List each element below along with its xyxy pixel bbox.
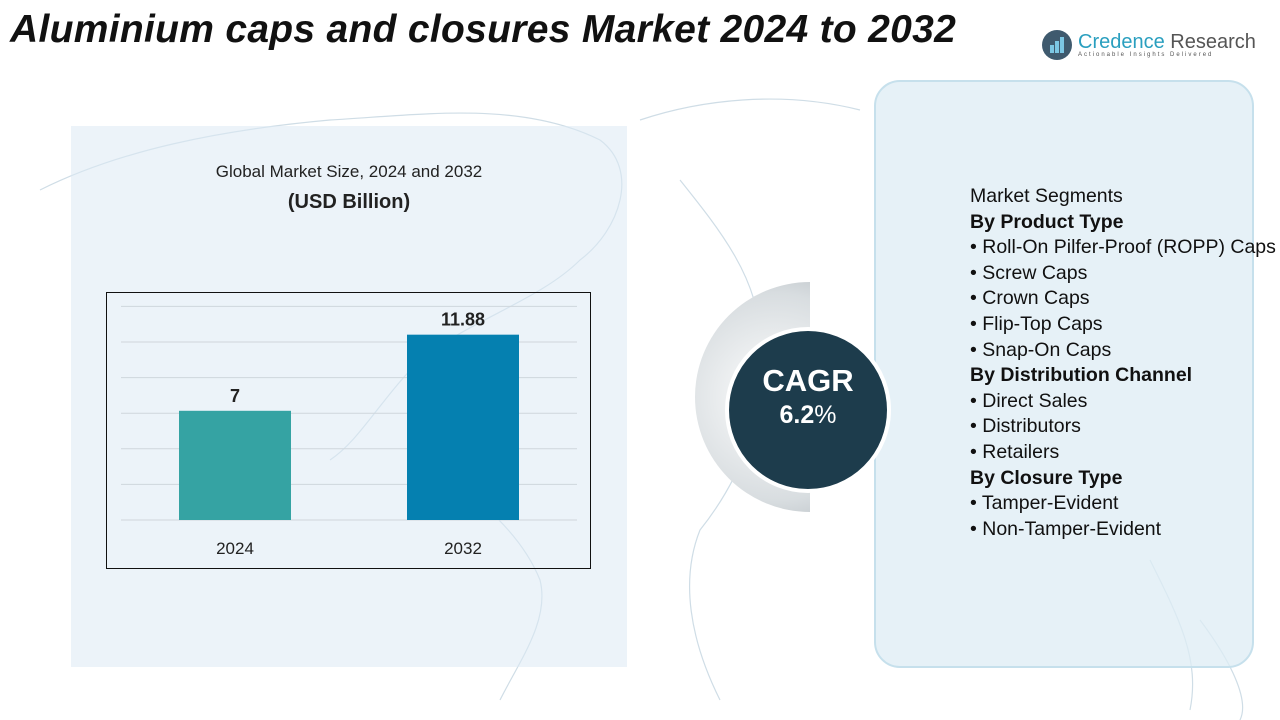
bar-2032 xyxy=(407,334,519,520)
segment-item: • Crown Caps xyxy=(970,286,1276,312)
bullet-icon: • xyxy=(970,440,983,463)
bar-value-label: 11.88 xyxy=(441,310,485,330)
segment-group-title: By Closure Type xyxy=(970,466,1123,489)
segment-item: • Roll-On Pilfer-Proof (ROPP) Caps xyxy=(970,235,1276,261)
segment-group-title: By Distribution Channel xyxy=(970,364,1193,387)
chart-subtitle: (USD Billion) xyxy=(287,191,411,213)
segment-item-label: Non-Tamper-Evident xyxy=(982,517,1162,540)
segment-item: • Direct Sales xyxy=(970,389,1276,415)
segment-item: • Distributors xyxy=(970,414,1276,440)
cagr-badge: CAGR 6.2% xyxy=(725,327,891,493)
segment-item: • Non-Tamper-Evident xyxy=(970,517,1276,543)
credence-research-logo: Credence Research Actionable Insights De… xyxy=(1042,30,1256,60)
segment-item: • Retailers xyxy=(970,440,1276,466)
segment-item-label: Roll-On Pilfer-Proof (ROPP) Caps xyxy=(982,236,1276,259)
logo-bar-chart-icon xyxy=(1042,30,1072,60)
x-tick-label: 2024 xyxy=(216,539,254,558)
segment-item: • Snap-On Caps xyxy=(970,338,1276,364)
segment-item-label: Distributors xyxy=(982,415,1081,438)
segment-item: • Screw Caps xyxy=(970,261,1276,287)
bullet-icon: • xyxy=(970,492,982,515)
bullet-icon: • xyxy=(970,389,983,412)
bullet-icon: • xyxy=(970,261,983,284)
bullet-icon: • xyxy=(970,517,983,540)
segment-group-title: By Product Type xyxy=(970,210,1124,233)
chart-panel xyxy=(71,126,627,667)
cagr-unit: % xyxy=(814,401,837,429)
bullet-icon: • xyxy=(970,415,983,438)
bullet-icon: • xyxy=(970,312,983,335)
cagr-label: CAGR xyxy=(762,363,854,398)
segments-heading: Market Segments xyxy=(970,185,1123,207)
logo-tagline: Actionable Insights Delivered xyxy=(1078,52,1214,58)
segments-panel xyxy=(874,80,1254,668)
segment-item-label: Direct Sales xyxy=(982,389,1088,412)
segment-item-label: Crown Caps xyxy=(982,287,1090,310)
bar-value-label: 7 xyxy=(230,386,240,406)
bar-2024 xyxy=(179,410,291,520)
logo-name-1: Credence xyxy=(1078,31,1165,53)
market-segments: Market Segments By Product Type • Roll-On… xyxy=(970,184,1276,542)
segment-item-label: Tamper-Evident xyxy=(981,492,1119,515)
page-title: Aluminium caps and closures Market 2024 … xyxy=(10,8,957,51)
segment-item: • Tamper-Evident xyxy=(970,491,1276,517)
bullet-icon: • xyxy=(970,287,983,310)
chart-title: Global Market Size, 2024 and 2032 xyxy=(215,162,483,181)
segment-item: • Flip-Top Caps xyxy=(970,312,1276,338)
bullet-icon: • xyxy=(970,236,983,259)
bar-chart: 7 2024 11.88 2032 xyxy=(106,292,591,569)
segment-item-label: Snap-On Caps xyxy=(982,338,1112,361)
logo-name-2: Research xyxy=(1164,31,1256,53)
segment-item-label: Screw Caps xyxy=(982,261,1088,284)
segment-item-label: Retailers xyxy=(982,440,1060,463)
bullet-icon: • xyxy=(970,338,983,361)
bar-chart-svg: 7 2024 11.88 2032 xyxy=(121,305,577,558)
cagr-value: 6.2 xyxy=(779,401,815,429)
x-tick-label: 2032 xyxy=(444,539,482,558)
segment-item-label: Flip-Top Caps xyxy=(982,312,1103,335)
